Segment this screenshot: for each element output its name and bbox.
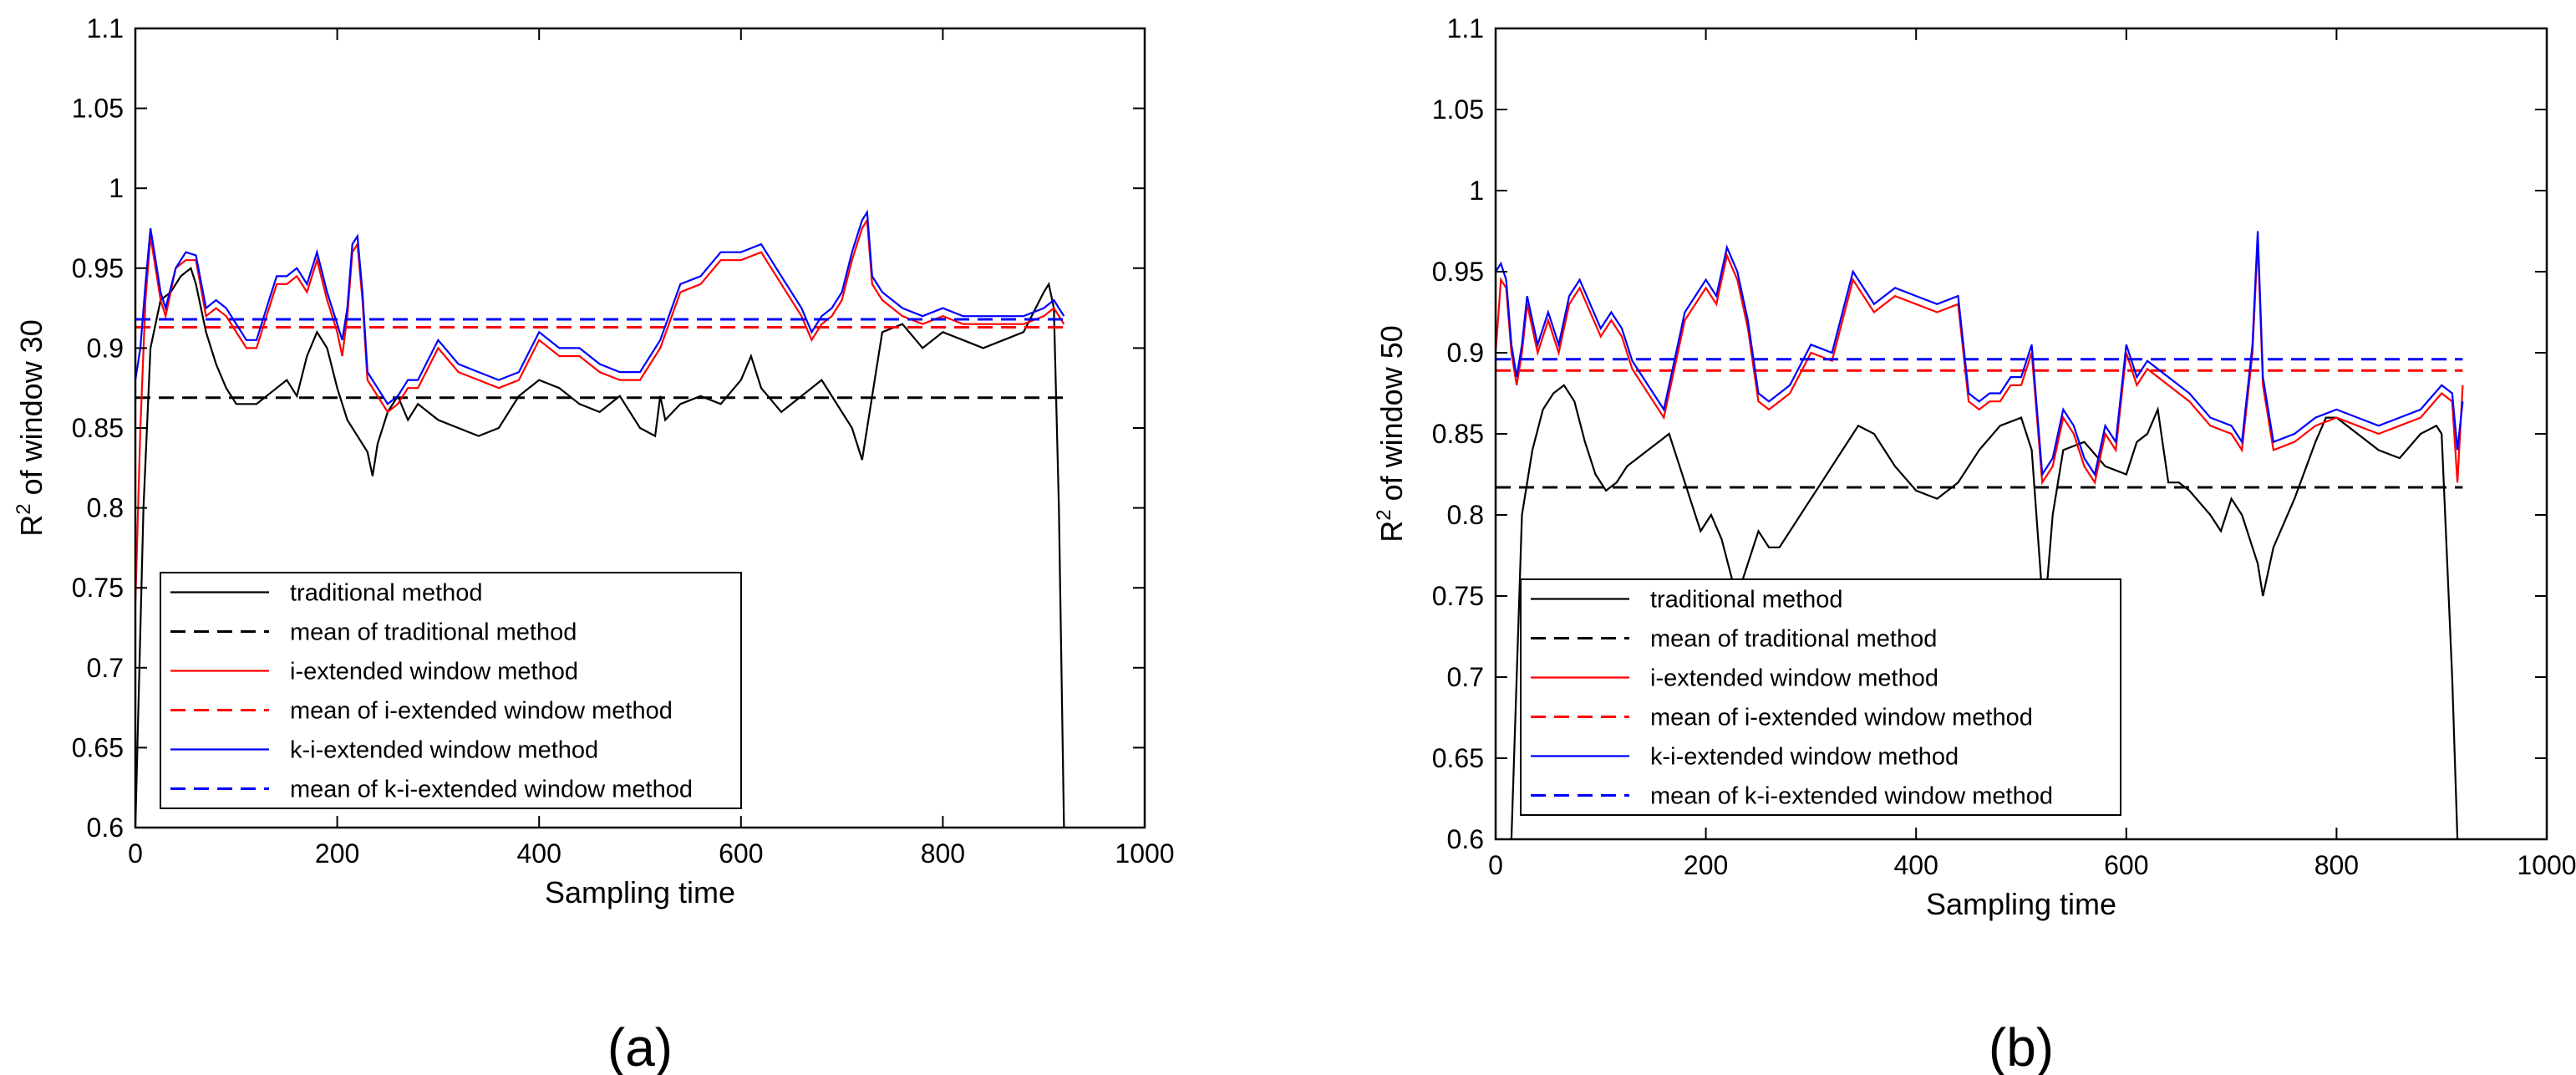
y-tick-label: 1.05 xyxy=(72,94,124,124)
y-tick-label: 0.85 xyxy=(1432,419,1484,449)
panel-a: 0 200 400 600 800 1000 0.6 0.65 0.7 0.75 0.8 0.85 0.… xyxy=(13,13,1175,1075)
y-axis-label-rest: of window 30 xyxy=(14,319,48,503)
legend: traditional method mean of traditional me… xyxy=(1520,578,2121,816)
panel-label: (b) xyxy=(1989,1017,2054,1075)
y-tick-label: 0.6 xyxy=(1447,824,1484,854)
y-tick-label: 0.95 xyxy=(1432,257,1484,287)
y-tick-label: 0.9 xyxy=(1447,338,1484,368)
y-tick-label: 0.6 xyxy=(87,813,124,843)
x-tick-label: 800 xyxy=(2314,850,2359,880)
legend-box xyxy=(160,572,742,809)
legend-label-mean-of-i-extended-window-method: mean of i-extended window method xyxy=(1650,705,2033,731)
y-tick-label: 0.75 xyxy=(72,573,124,603)
y-tick-label: 0.65 xyxy=(72,732,124,762)
x-tick-label: 200 xyxy=(1684,850,1728,880)
y-tick-label: 0.65 xyxy=(1432,743,1484,773)
legend-label-i-extended-window-method: i-extended window method xyxy=(290,659,578,685)
panel-label: (a) xyxy=(607,1017,673,1075)
x-axis-label: Sampling time xyxy=(1926,887,2116,921)
legend-label-i-extended-window-method: i-extended window method xyxy=(1650,665,1938,692)
x-axis-label: Sampling time xyxy=(545,875,735,909)
series-line-traditional-method xyxy=(1510,384,2459,839)
y-axis-label-base: R xyxy=(1374,521,1409,543)
y-axis-label-superscript: 2 xyxy=(13,503,35,514)
y-axis-label-rest: of window 50 xyxy=(1374,325,1409,509)
legend-label-mean-of-k-i-extended-window-method: mean of k-i-extended window method xyxy=(290,777,693,803)
series-line-i-extended-window-method xyxy=(1496,239,2464,486)
legend-box xyxy=(1520,578,2121,816)
y-tick-label: 0.7 xyxy=(1447,662,1484,692)
y-axis-label-base: R xyxy=(14,515,48,537)
legend-label-traditional-method: traditional method xyxy=(1650,587,1843,614)
y-tick-label: 0.8 xyxy=(1447,500,1484,530)
series-group xyxy=(1496,231,2464,839)
legend-label-k-i-extended-window-method: k-i-extended window method xyxy=(290,737,598,764)
legend-label-mean-of-i-extended-window-method: mean of i-extended window method xyxy=(290,698,673,725)
y-tick-label: 1 xyxy=(1469,176,1484,206)
y-tick-label: 0.7 xyxy=(87,653,124,683)
x-tick-label: 1000 xyxy=(2517,850,2576,880)
legend-label-traditional-method: traditional method xyxy=(290,580,483,607)
y-tick-label: 0.8 xyxy=(87,493,124,523)
x-tick-label: 800 xyxy=(921,838,965,869)
legend-label-k-i-extended-window-method: k-i-extended window method xyxy=(1650,744,1959,771)
panel-b: 0 200 400 600 800 1000 0.6 0.65 0.7 0.75 0.8 0.85 0.… xyxy=(1373,13,2576,1075)
x-tick-label: 0 xyxy=(128,838,143,869)
y-tick-label: 1.1 xyxy=(87,13,124,43)
series-group xyxy=(135,209,1065,828)
y-axis-label: R2 of window 50 xyxy=(1373,325,1409,543)
x-tick-label: 1000 xyxy=(1115,838,1174,869)
y-tick-label: 1.05 xyxy=(1432,94,1484,125)
x-tick-label: 400 xyxy=(1894,850,1938,880)
legend-label-mean-of-k-i-extended-window-method: mean of k-i-extended window method xyxy=(1650,783,2053,810)
y-axis-label: R2 of window 30 xyxy=(13,319,48,537)
y-tick-label: 0.95 xyxy=(72,253,124,283)
x-tick-label: 0 xyxy=(1488,850,1503,880)
legend-label-mean-of-traditional-method: mean of traditional method xyxy=(1650,626,1937,653)
y-axis-label-superscript: 2 xyxy=(1373,509,1395,520)
legend-label-mean-of-traditional-method: mean of traditional method xyxy=(290,619,577,646)
x-tick-label: 600 xyxy=(2104,850,2148,880)
y-tick-label: 1.1 xyxy=(1447,13,1484,43)
legend: traditional method mean of traditional me… xyxy=(160,572,742,809)
x-tick-label: 200 xyxy=(315,838,359,869)
y-tick-label: 0.85 xyxy=(72,413,124,443)
y-tick-label: 0.9 xyxy=(87,333,124,363)
x-tick-label: 400 xyxy=(517,838,561,869)
x-tick-label: 600 xyxy=(719,838,763,869)
series-line-k-i-extended-window-method xyxy=(135,209,1065,405)
y-tick-label: 0.75 xyxy=(1432,581,1484,611)
series-line-k-i-extended-window-method xyxy=(1496,231,2464,477)
y-tick-label: 1 xyxy=(109,173,124,203)
